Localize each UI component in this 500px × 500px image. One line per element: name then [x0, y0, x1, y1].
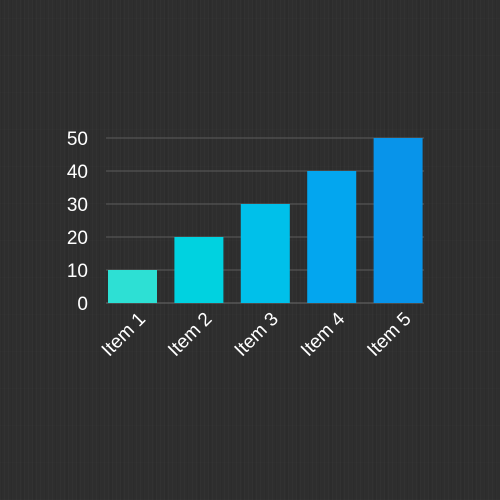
y-tick-label: 50 — [67, 129, 88, 150]
bar-item-2 — [174, 237, 224, 303]
y-tick-label: 10 — [67, 261, 88, 282]
bars — [108, 138, 423, 303]
bar-item-3 — [240, 204, 290, 303]
bar-item-1 — [108, 270, 157, 303]
x-tick-label: Item 1 — [98, 309, 150, 361]
y-tick-label: 40 — [67, 162, 88, 183]
y-tick-label: 20 — [67, 228, 88, 249]
y-tick-label: 0 — [77, 294, 88, 315]
y-tick-label: 30 — [67, 195, 88, 216]
x-axis-tick-labels: Item 1 Item 2 Item 3 Item 4 Item 5 — [98, 308, 416, 360]
x-tick-label: Item 3 — [231, 309, 283, 361]
x-tick-label: Item 5 — [363, 309, 415, 361]
bar-item-4 — [307, 171, 357, 303]
y-axis-tick-labels: 0 10 20 30 40 50 — [67, 129, 88, 315]
bar-item-5 — [373, 138, 423, 303]
x-tick-label: Item 2 — [164, 309, 216, 361]
x-tick-label: Item 4 — [297, 308, 349, 360]
